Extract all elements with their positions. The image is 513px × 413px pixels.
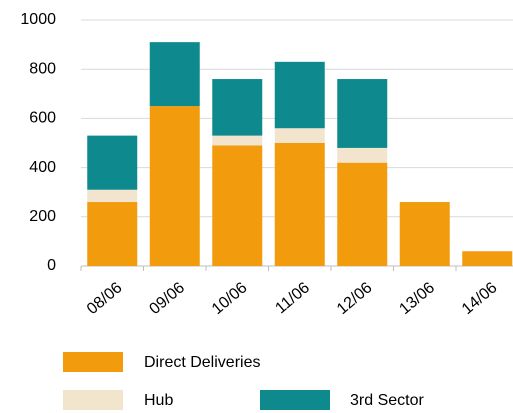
x-tick-label: 09/06 xyxy=(146,279,188,318)
bar-segment xyxy=(87,202,138,266)
bar-segment xyxy=(337,162,388,266)
bar-segment xyxy=(212,145,263,266)
bar-segment xyxy=(149,106,200,266)
x-tick-label: 11/06 xyxy=(272,279,313,317)
bar-segment xyxy=(149,42,200,107)
legend-label: 3rd Sector xyxy=(350,392,424,409)
legend-label: Hub xyxy=(144,392,173,409)
bar-segment xyxy=(212,79,263,136)
y-tick-label: 1000 xyxy=(20,11,56,28)
y-tick-label: 0 xyxy=(47,257,56,274)
bar-segment xyxy=(87,135,138,190)
y-tick-label: 600 xyxy=(29,110,56,127)
x-tick-label: 08/06 xyxy=(84,279,126,318)
legend-swatch xyxy=(63,390,123,410)
bar-segment xyxy=(337,79,388,148)
legend-label: Direct Deliveries xyxy=(144,354,260,371)
bar-segment xyxy=(462,251,513,266)
bar-segment xyxy=(212,135,263,146)
x-tick-label: 13/06 xyxy=(396,279,438,318)
bar-segment xyxy=(87,189,138,203)
bar-segment xyxy=(337,147,388,163)
bar-segment xyxy=(274,61,325,129)
legend-swatch xyxy=(260,390,330,410)
x-tick-label: 14/06 xyxy=(459,279,501,318)
x-tick-label: 10/06 xyxy=(209,279,251,318)
bar-segment xyxy=(274,128,325,143)
y-tick-label: 800 xyxy=(29,60,56,77)
bar-segment xyxy=(274,143,325,266)
bar-segment xyxy=(399,202,450,266)
y-tick-label: 200 xyxy=(29,208,56,225)
legend-swatch xyxy=(63,352,123,372)
y-tick-label: 400 xyxy=(29,159,56,176)
x-tick-label: 12/06 xyxy=(334,279,376,318)
